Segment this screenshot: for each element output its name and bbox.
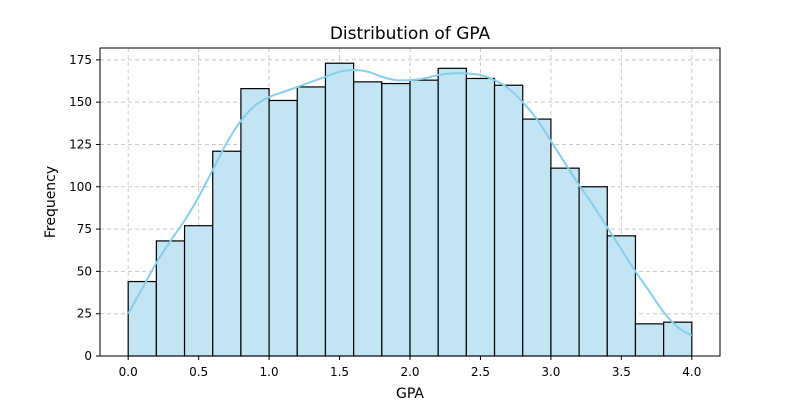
x-axis-ticks: 0.0 0.5 1.0 1.5 2.0 2.5 3.0 3.5 4.0: [119, 356, 701, 379]
histogram-bar: [493, 84, 524, 357]
x-tick-label: 0.5: [189, 365, 208, 379]
histogram-bar: [437, 67, 467, 357]
y-tick-label: 125: [69, 137, 92, 151]
histogram-bar: [212, 150, 242, 357]
histogram-bar: [381, 82, 411, 357]
x-axis-label: GPA: [396, 386, 424, 400]
y-tick-label: 50: [77, 264, 92, 278]
y-tick-label: 25: [77, 307, 92, 321]
histogram-bar: [296, 86, 327, 357]
histogram-bar: [634, 323, 665, 357]
histogram-bar: [155, 240, 186, 357]
histogram-bar: [268, 99, 298, 357]
x-tick-label: 1.0: [260, 365, 279, 379]
x-tick-label: 3.5: [612, 365, 631, 379]
x-tick-label: 0.0: [119, 365, 138, 379]
x-tick-label: 1.5: [330, 365, 349, 379]
histogram-bar: [522, 118, 552, 357]
y-tick-label: 100: [69, 180, 92, 194]
y-tick-label: 150: [69, 95, 92, 109]
histogram-bar: [127, 280, 157, 357]
x-tick-label: 2.5: [471, 365, 490, 379]
x-tick-label: 3.0: [541, 365, 560, 379]
y-tick-label: 0: [84, 349, 92, 363]
histogram-bar: [353, 81, 383, 357]
kde-curve-layer: [127, 68, 693, 337]
histogram-bar: [409, 79, 439, 357]
y-axis-label: Frequency: [43, 166, 59, 238]
histogram-bar: [606, 235, 637, 357]
x-tick-label: 4.0: [682, 365, 701, 379]
histogram-bar: [324, 62, 355, 357]
histogram-bars: [127, 62, 693, 357]
histogram-bar: [183, 225, 214, 357]
histogram-bar: [465, 77, 496, 357]
histogram-bar: [578, 186, 608, 357]
kde-curve: [127, 68, 693, 337]
histogram-bar: [550, 167, 580, 357]
y-tick-label: 175: [69, 53, 92, 67]
chart-title: Distribution of GPA: [330, 24, 491, 44]
histogram-bar: [240, 88, 270, 357]
y-tick-label: 75: [77, 222, 92, 236]
y-axis-ticks: 0 25 50 75 100 125 150 175: [69, 53, 100, 363]
x-tick-label: 2.0: [400, 365, 419, 379]
